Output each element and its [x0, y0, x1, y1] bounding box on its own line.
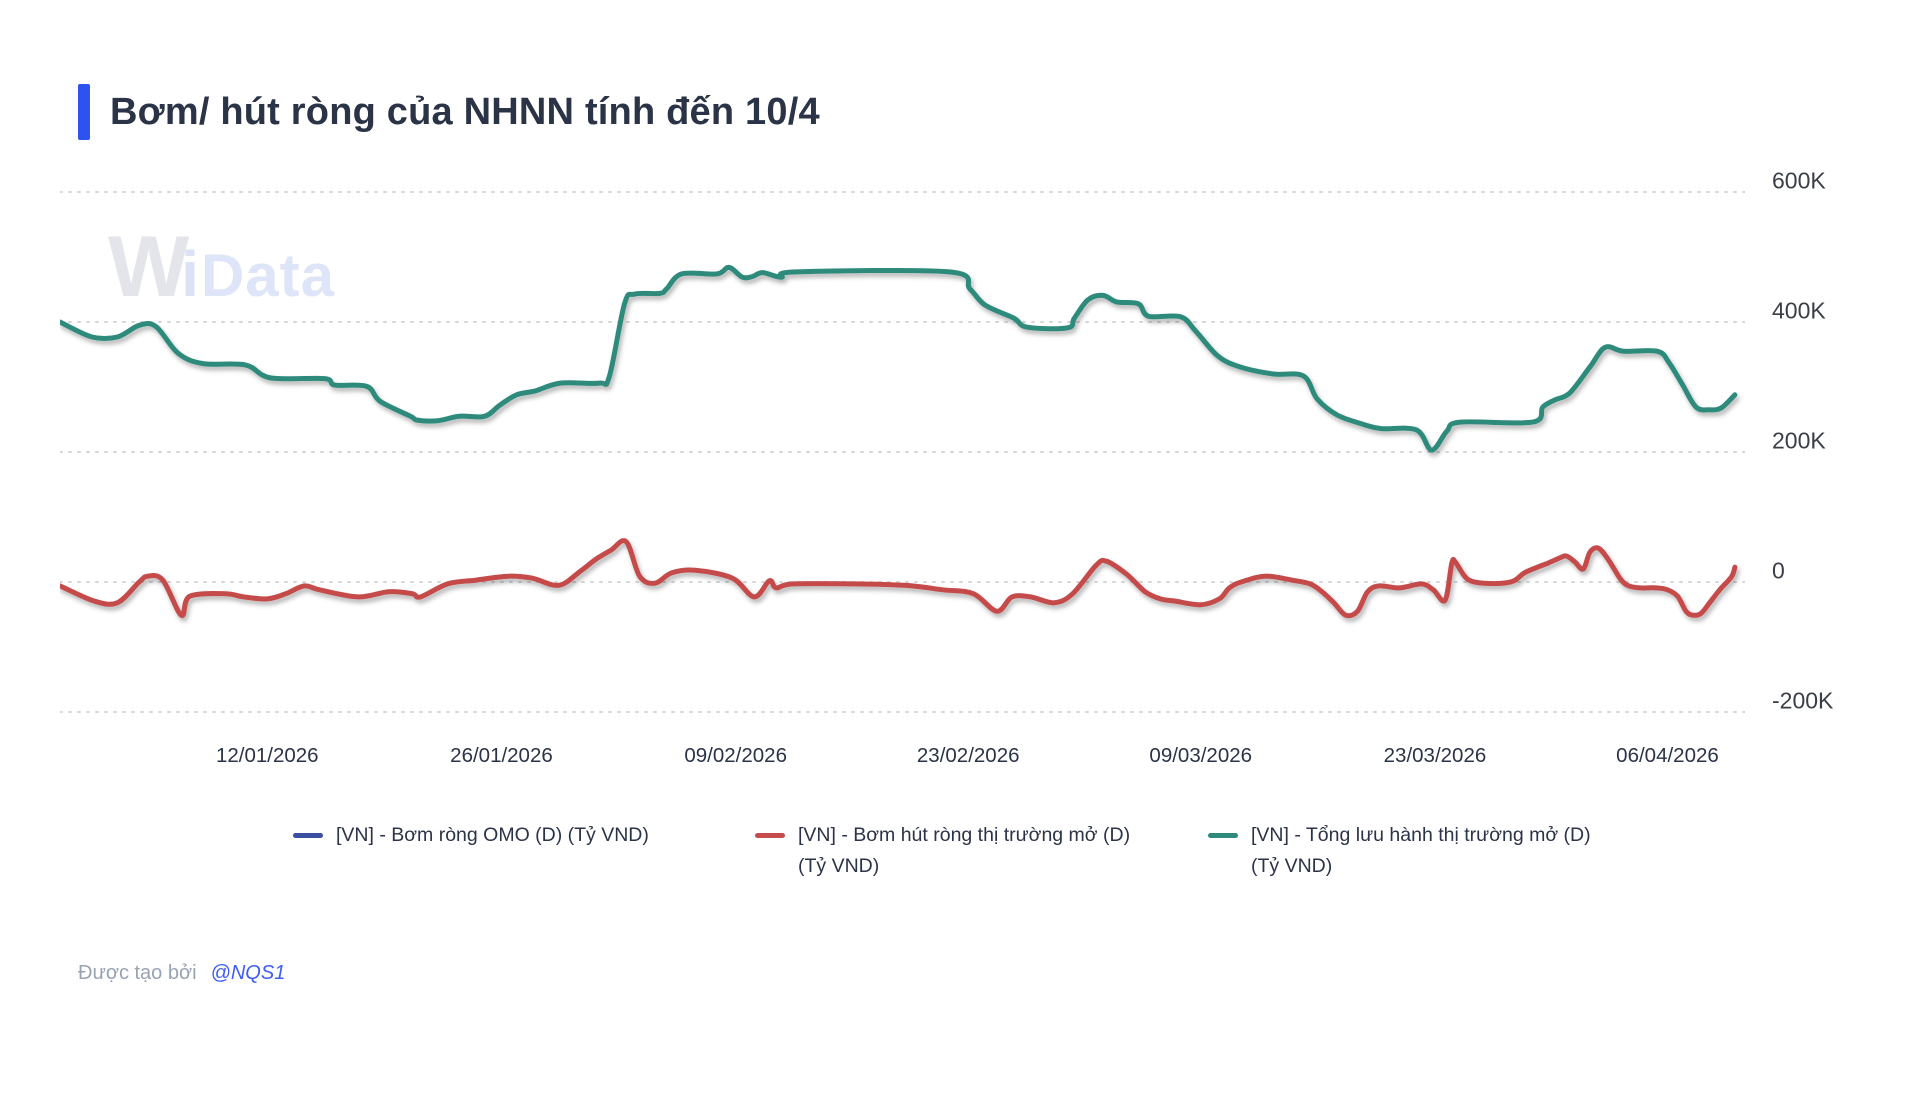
legend-dash-icon	[293, 833, 323, 838]
legend-label: [VN] - Tổng lưu hành thị trường mở (D) (…	[1251, 824, 1591, 877]
legend-item-0[interactable]: [VN] - Bơm ròng OMO (D) (Tỷ VND)	[293, 820, 649, 851]
page-title: Bơm/ hút ròng của NHNN tính đến 10/4	[110, 91, 820, 133]
legend-dash-icon	[1208, 833, 1238, 838]
x-tick-label-23/02/2026: 23/02/2026	[916, 744, 1020, 767]
y-tick-label-400K: 400K	[1772, 297, 1826, 324]
y-tick-label-600K: 600K	[1772, 167, 1826, 194]
legend-item-2[interactable]: [VN] - Tổng lưu hành thị trường mở (D) (…	[1208, 820, 1601, 882]
y-tick-label--200K: -200K	[1772, 687, 1834, 714]
legend-dash-icon	[755, 833, 785, 838]
x-tick-label-23/03/2026: 23/03/2026	[1383, 744, 1487, 767]
x-tick-label-26/01/2026: 26/01/2026	[450, 744, 553, 767]
series-line-2	[60, 264, 1738, 453]
series-lines	[60, 264, 1738, 619]
x-tick-label-09/03/2026: 09/03/2026	[1149, 744, 1253, 767]
chart-header: Bơm/ hút ròng của NHNN tính đến 10/4	[78, 84, 820, 140]
line-chart-plot-area[interactable]	[60, 130, 1745, 730]
legend-label: [VN] - Bơm ròng OMO (D) (Tỷ VND)	[336, 824, 649, 846]
y-tick-label-200K: 200K	[1772, 427, 1826, 454]
created-by-label: Được tạo bởi	[78, 962, 197, 984]
author-link[interactable]: @NQS1	[210, 962, 286, 984]
footer: Được tạo bởi @NQS1	[78, 962, 285, 985]
y-tick-label-0: 0	[1772, 557, 1785, 584]
title-accent-bar	[78, 84, 90, 140]
series-line-1	[60, 538, 1738, 619]
legend-item-1[interactable]: [VN] - Bơm hút ròng thị trường mở (D) (T…	[755, 820, 1148, 882]
legend-label: [VN] - Bơm hút ròng thị trường mở (D) (T…	[798, 824, 1131, 877]
x-tick-label-09/02/2026: 09/02/2026	[684, 744, 787, 767]
x-tick-label-06/04/2026: 06/04/2026	[1616, 744, 1719, 767]
x-tick-label-12/01/2026: 12/01/2026	[215, 744, 319, 767]
gridlines	[60, 191, 1745, 713]
